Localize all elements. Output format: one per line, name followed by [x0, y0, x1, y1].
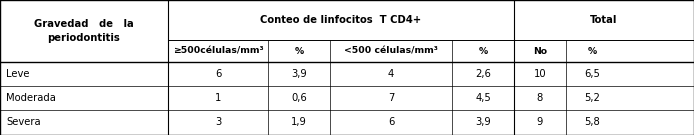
Text: 5,2: 5,2: [584, 93, 600, 103]
Text: %: %: [587, 46, 597, 55]
Text: Severa: Severa: [6, 117, 41, 127]
Text: 0,6: 0,6: [291, 93, 307, 103]
Text: Moderada: Moderada: [6, 93, 56, 103]
Text: Total: Total: [591, 15, 618, 25]
Text: 7: 7: [388, 93, 394, 103]
Text: Leve: Leve: [6, 69, 30, 79]
Text: Gravedad   de   la
periodontitis: Gravedad de la periodontitis: [34, 19, 134, 43]
Text: 6: 6: [388, 117, 394, 127]
Text: Conteo de linfocitos  T CD4+: Conteo de linfocitos T CD4+: [260, 15, 421, 25]
Text: ≥500células/mm³: ≥500células/mm³: [173, 46, 263, 55]
Text: %: %: [478, 46, 488, 55]
Text: 10: 10: [534, 69, 546, 79]
Text: <500 células/mm³: <500 células/mm³: [344, 46, 438, 55]
Text: 3,9: 3,9: [291, 69, 307, 79]
Text: 3,9: 3,9: [475, 117, 491, 127]
Text: 1: 1: [215, 93, 221, 103]
Text: 6: 6: [215, 69, 221, 79]
Text: No: No: [533, 46, 547, 55]
Text: 4: 4: [388, 69, 394, 79]
Text: 2,6: 2,6: [475, 69, 491, 79]
Text: 5,8: 5,8: [584, 117, 600, 127]
Text: 3: 3: [215, 117, 221, 127]
Text: 8: 8: [537, 93, 543, 103]
Text: 6,5: 6,5: [584, 69, 600, 79]
Text: 9: 9: [537, 117, 543, 127]
Text: %: %: [294, 46, 303, 55]
Text: 1,9: 1,9: [291, 117, 307, 127]
Text: 4,5: 4,5: [475, 93, 491, 103]
